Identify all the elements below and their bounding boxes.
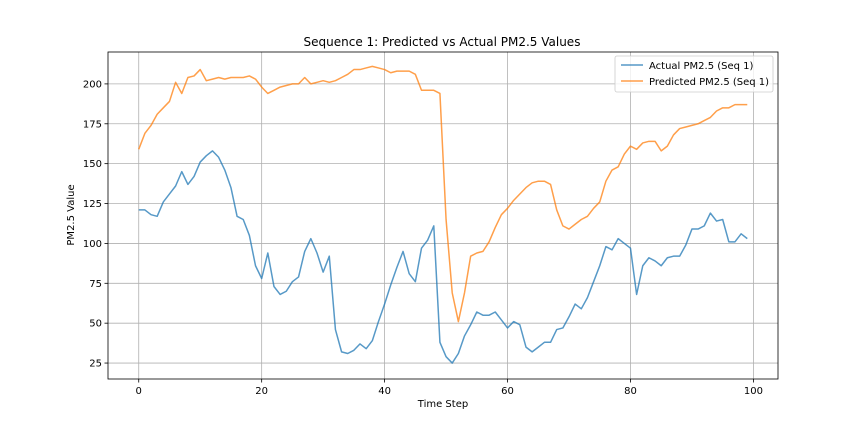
x-tick-label: 20 xyxy=(255,386,268,397)
x-tick-label: 0 xyxy=(136,386,142,397)
x-tick-label: 100 xyxy=(744,386,763,397)
x-tick-label: 40 xyxy=(378,386,391,397)
x-tick-label: 80 xyxy=(624,386,637,397)
x-axis-label: Time Step xyxy=(417,399,468,410)
legend-box xyxy=(614,55,774,93)
series-lines xyxy=(138,65,748,364)
y-tick-label: 50 xyxy=(89,319,102,330)
axis-ticks: 0 20 40 60 80 100 25 50 75 100 125 150 175 200 xyxy=(83,79,763,397)
chart-title: Sequence 1: Predicted vs Actual PM2.5 Va… xyxy=(304,35,581,49)
actual-pm25-line xyxy=(138,150,748,364)
legend: Actual PM2.5 (Seq 1) Predicted PM2.5 (Se… xyxy=(614,55,774,93)
plot-area-frame xyxy=(107,51,779,380)
y-tick-label: 75 xyxy=(89,279,102,290)
y-tick-label: 150 xyxy=(83,159,102,170)
legend-label-actual: Actual PM2.5 (Seq 1) xyxy=(649,61,754,72)
y-tick-label: 25 xyxy=(89,359,102,370)
y-axis-label: PM2.5 Value xyxy=(66,184,77,245)
predicted-pm25-line xyxy=(138,65,748,323)
grid-lines xyxy=(108,52,778,379)
x-tick-label: 60 xyxy=(501,386,514,397)
y-tick-label: 125 xyxy=(83,199,102,210)
y-tick-label: 200 xyxy=(83,79,102,90)
legend-label-predicted: Predicted PM2.5 (Seq 1) xyxy=(649,77,769,88)
y-tick-label: 100 xyxy=(83,239,102,250)
y-tick-label: 175 xyxy=(83,119,102,130)
